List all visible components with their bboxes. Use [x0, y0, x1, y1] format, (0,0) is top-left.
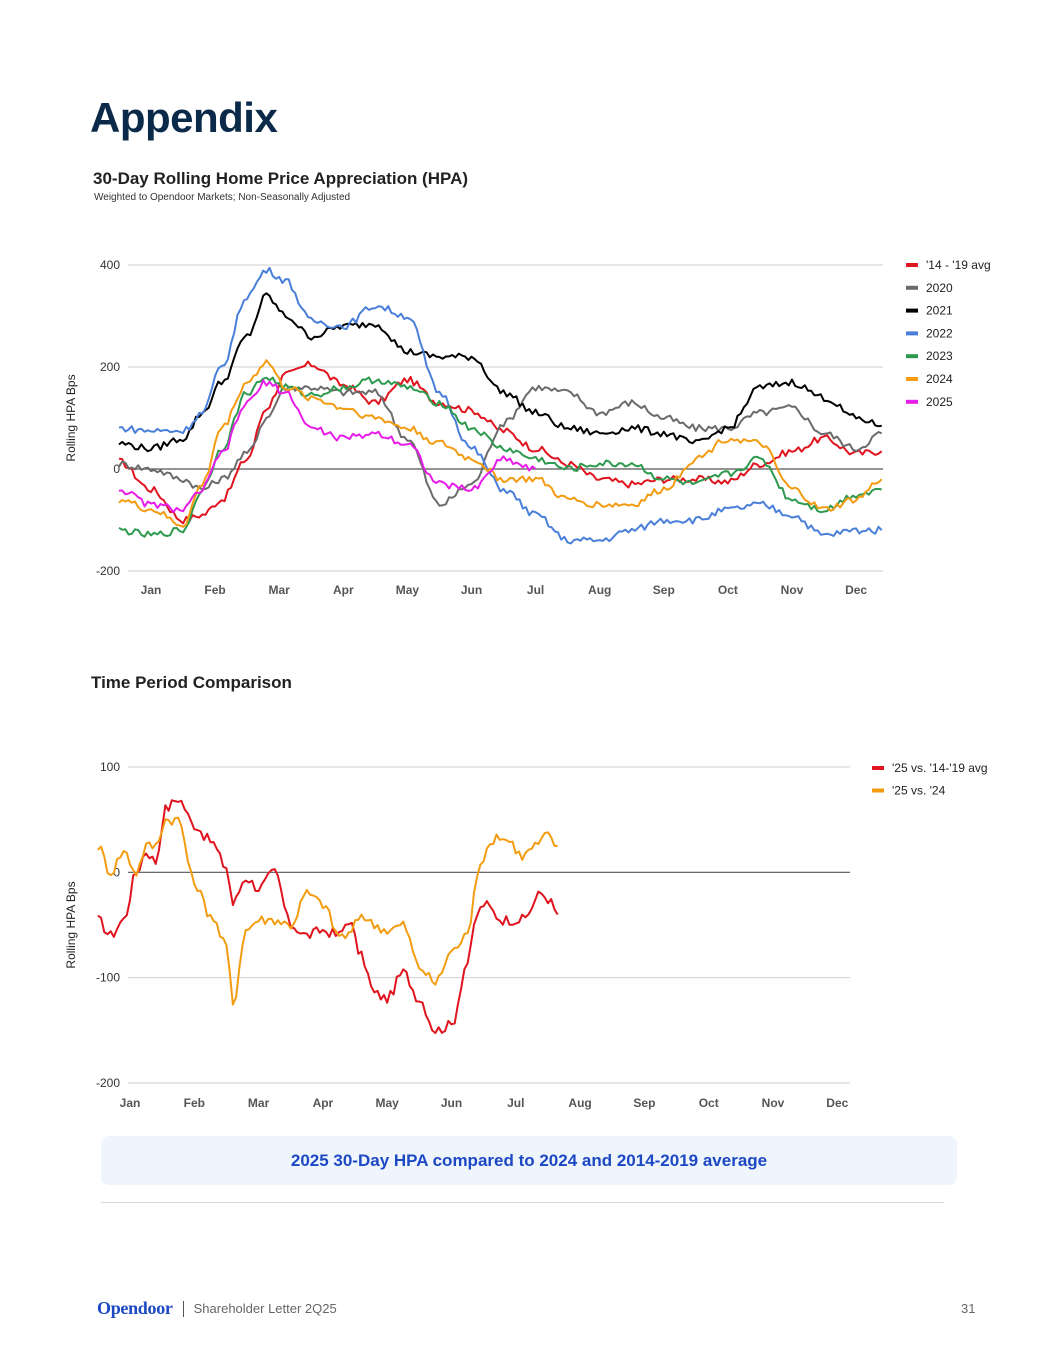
x-tick-label: Jul	[507, 1096, 524, 1110]
legend-label: 2024	[926, 372, 953, 386]
legend-swatch	[872, 766, 884, 770]
y-tick-label: 0	[113, 462, 120, 476]
x-tick-label: Apr	[333, 583, 354, 597]
legend-swatch	[906, 331, 918, 336]
series-line-5	[118, 359, 883, 528]
legend-swatch	[906, 308, 918, 313]
x-tick-label: Aug	[568, 1096, 591, 1110]
x-tick-label: Dec	[826, 1096, 848, 1110]
y-axis-label: Rolling HPA Bps	[64, 881, 78, 968]
y-tick-label: -200	[96, 564, 120, 578]
x-tick-label: Jan	[141, 583, 162, 597]
series-line-4	[118, 376, 882, 538]
y-tick-label: 0	[113, 865, 120, 879]
chart2-title: Time Period Comparison	[91, 673, 292, 692]
x-tick-label: May	[396, 583, 420, 597]
x-tick-label: Nov	[762, 1096, 785, 1110]
x-tick-label: Nov	[781, 583, 804, 597]
legend-swatch	[906, 377, 918, 381]
x-tick-label: Apr	[313, 1096, 334, 1110]
x-tick-label: Jun	[441, 1096, 462, 1110]
opendoor-logo: Opendoor	[97, 1298, 173, 1318]
legend-swatch	[872, 788, 884, 793]
y-tick-label: 200	[100, 360, 120, 374]
y-tick-label: 400	[100, 258, 120, 272]
y-tick-label: -100	[96, 971, 120, 985]
legend-label: 2020	[926, 281, 953, 295]
legend-label: 2022	[926, 326, 953, 340]
x-tick-label: Feb	[184, 1096, 205, 1110]
legend-swatch	[906, 263, 918, 267]
chart1-subtitle: Weighted to Opendoor Markets; Non-Season…	[94, 192, 351, 203]
x-tick-label: Oct	[699, 1096, 719, 1110]
x-tick-label: Feb	[204, 583, 225, 597]
hpa-chart: 400 200 0 -200 Jan Feb Mar Apr May Jun Jul Aug Sep Oc…	[64, 258, 991, 597]
series-line-0	[97, 799, 559, 1034]
x-tick-label: Sep	[653, 583, 675, 597]
y-tick-label: -200	[96, 1076, 120, 1090]
series-line-6	[118, 379, 537, 514]
page-title: Appendix	[90, 94, 278, 141]
legend-label: '25 vs. '24	[892, 784, 946, 798]
x-tick-label: Jan	[120, 1096, 141, 1110]
divider	[101, 1202, 944, 1203]
x-tick-label: Sep	[633, 1096, 655, 1110]
x-tick-label: Jul	[527, 583, 544, 597]
legend-swatch	[906, 399, 918, 404]
series-line-1	[118, 384, 883, 507]
series-line-3	[118, 266, 883, 545]
series-line-1	[97, 816, 558, 1006]
series-line-0	[118, 360, 883, 525]
x-tick-label: Mar	[269, 583, 291, 597]
footer: Opendoor Shareholder Letter 2Q25	[97, 1298, 337, 1319]
x-tick-label: May	[376, 1096, 400, 1110]
caption-box: 2025 30-Day HPA compared to 2024 and 201…	[101, 1136, 957, 1185]
legend-label: 2021	[926, 304, 953, 318]
caption-text: 2025 30-Day HPA compared to 2024 and 201…	[290, 1150, 768, 1170]
x-tick-label: Oct	[718, 583, 738, 597]
legend-label: '14 - '19 avg	[926, 258, 991, 272]
y-tick-label: 100	[100, 760, 120, 774]
series-line-2	[118, 292, 882, 453]
legend-swatch	[906, 285, 918, 290]
footer-text: Shareholder Letter 2Q25	[193, 1301, 337, 1316]
footer-separator	[182, 1300, 184, 1317]
y-axis-label: Rolling HPA Bps	[64, 374, 78, 461]
chart1-title: 30-Day Rolling Home Price Appreciation (…	[93, 169, 469, 188]
legend-label: 2025	[926, 395, 953, 409]
legend-label: '25 vs. '14-'19 avg	[892, 761, 988, 775]
x-tick-label: Jun	[461, 583, 482, 597]
x-tick-label: Aug	[588, 583, 611, 597]
x-tick-label: Dec	[845, 583, 867, 597]
page-number: 31	[961, 1301, 976, 1316]
legend-swatch	[906, 354, 918, 359]
x-tick-label: Mar	[248, 1096, 270, 1110]
legend-label: 2023	[926, 349, 953, 363]
